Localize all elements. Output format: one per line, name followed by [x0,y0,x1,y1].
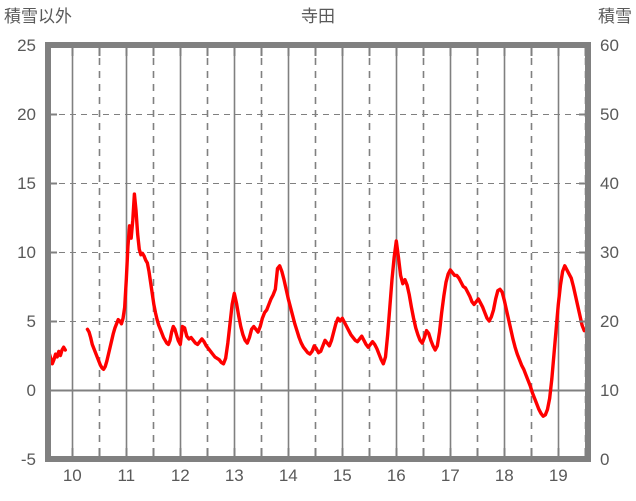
x-axis-tick-label: 16 [387,466,406,485]
y-axis-right-tick-label: 60 [600,36,619,55]
y-axis-right-tick-label: 30 [600,243,619,262]
x-axis-tick-label: 13 [225,466,244,485]
x-axis-tick-label: 14 [279,466,298,485]
x-axis-tick-label: 11 [117,466,135,485]
x-axis-tick-label: 15 [333,466,352,485]
x-axis-tick-label: 17 [441,466,460,485]
y-axis-left-tick-label: 25 [17,36,36,55]
y-axis-left-tick-label: 15 [17,174,36,193]
x-axis-tick-label: 18 [495,466,514,485]
y-axis-left-tick-label: 0 [27,381,36,400]
y-axis-left-tick-label: 10 [17,243,36,262]
series-layer [47,192,586,418]
y-axis-right-tick-label: 10 [600,381,619,400]
series-line-non-snow [47,192,586,418]
y-axis-right-tick-label: 20 [600,312,619,331]
y-axis-right-tick-label: 0 [600,450,609,469]
y-axis-left-tick-label: 5 [27,312,36,331]
chart-title: 寺田 [301,7,335,26]
y-axis-right-tick-label: 40 [600,174,619,193]
y-axis-left-tick-label: 20 [17,105,36,124]
y-axis-left-tick-label: -5 [21,450,36,469]
x-axis-tick-label: 10 [63,466,82,485]
axis-frame [45,42,591,462]
x-axis-tick-label: 12 [171,466,190,485]
left-axis-caption: 積雪以外 [4,7,72,26]
y-axis-right-tick-label: 50 [600,105,619,124]
grid-layer [48,45,588,459]
x-axis-tick-label: 19 [549,466,568,485]
right-axis-caption: 積雪 [598,7,632,26]
